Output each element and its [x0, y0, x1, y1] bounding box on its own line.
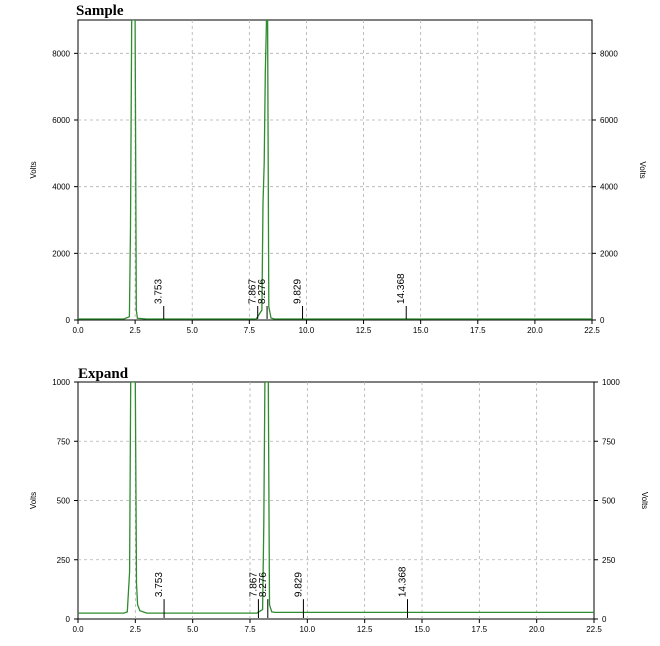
chart-1-x-tick-label: 22.5	[584, 326, 600, 335]
chart-2-y-tick-label-left: 500	[57, 497, 71, 506]
chart-1-x-tick-label: 2.5	[130, 326, 142, 335]
chart-1-trace-line	[78, 20, 592, 320]
chart-2-peak-label: 9.829	[293, 572, 304, 597]
chart-2-y-tick-label-right: 1000	[602, 378, 620, 387]
chart-1-y-tick-label-right: 6000	[600, 116, 618, 125]
chart-2-x-tick-label: 2.5	[130, 625, 142, 634]
chart-1-y-tick-label-left: 2000	[52, 249, 70, 258]
chart-1-title: Sample	[76, 3, 124, 19]
chart-2-y-tick-label-right: 0	[602, 615, 607, 624]
chart-2-peak-label: 3.753	[154, 572, 165, 597]
chart-2-y-tick-label-right: 500	[602, 497, 616, 506]
chart-1-peak-label: 7.867	[248, 279, 259, 304]
chart-1-peak-label: 9.829	[293, 279, 304, 304]
chart-2-y-tick-label-left: 250	[57, 556, 71, 565]
chart-1-x-tick-label: 0.0	[72, 326, 84, 335]
chart-1-x-tick-label: 12.5	[356, 326, 372, 335]
chart-2-y-axis-label-right: Volts	[640, 492, 649, 509]
chart-2-peak-label: 14.368	[398, 566, 409, 597]
chart-1-x-tick-label: 15.0	[413, 326, 429, 335]
chart-2-x-tick-label: 15.0	[414, 625, 430, 634]
chart-1-y-axis-label-right: Volts	[638, 161, 647, 178]
chart-2-y-axis-label-left: Volts	[29, 492, 38, 509]
chart-1-y-tick-label-left: 0	[66, 316, 71, 325]
chart-2-y-tick-label-left: 750	[57, 437, 71, 446]
chart-2-peak-label: 8.276	[258, 572, 269, 597]
chart-1-peak-label: 8.276	[257, 279, 268, 304]
chart-1-y-axis-label-left: Volts	[29, 161, 38, 178]
chart-2-peak-label: 7.867	[248, 572, 259, 597]
chart-2-x-tick-label: 7.5	[244, 625, 256, 634]
chart-2-x-tick-label: 0.0	[72, 625, 84, 634]
chart-1-peak-label: 14.368	[396, 273, 407, 304]
chart-1-x-tick-label: 7.5	[244, 326, 256, 335]
chart-2-x-tick-label: 22.5	[586, 625, 602, 634]
chart-2-y-tick-label-left: 0	[66, 615, 71, 624]
chart-1-y-tick-label-right: 4000	[600, 183, 618, 192]
chart-1-y-tick-label-left: 4000	[52, 183, 70, 192]
chart-1-x-tick-label: 20.0	[527, 326, 543, 335]
chart-1-frame	[77, 19, 593, 321]
chart-1-x-tick-label: 10.0	[299, 326, 315, 335]
chart-2-trace-line	[78, 382, 594, 614]
chart-2-plot: Expand 0.0 2.5 5.0 7.5 10.0 12.5 15.0 17.5 20.0 22…	[29, 366, 649, 634]
chart-2-x-tick-label: 5.0	[187, 625, 199, 634]
chart-2-x-tick-label: 17.5	[472, 625, 488, 634]
chart-1-y-tick-label-left: 8000	[52, 49, 70, 58]
chart-1-y-tick-label-right: 8000	[600, 49, 618, 58]
chart-1-y-tick-label-left: 6000	[52, 116, 70, 125]
chart-2-title: Expand	[78, 366, 129, 382]
chart-2-y-tick-label-left: 1000	[52, 378, 70, 387]
chart-1-y-tick-label-right: 0	[600, 316, 605, 325]
chart-2-y-tick-label-right: 250	[602, 556, 616, 565]
chart-1-x-tick-label: 5.0	[187, 326, 199, 335]
chart-2-y-tick-label-right: 750	[602, 437, 616, 446]
chart-1-plot: Sample 0.0 2.5 5.0 7.5 10.0 12.5 15.0 17.5 20.0 22…	[29, 3, 647, 335]
chart-2-x-tick-label: 20.0	[529, 625, 545, 634]
chart-1-y-tick-label-right: 2000	[600, 249, 618, 258]
chart-1-peak-label: 3.753	[154, 279, 165, 304]
chart-2-x-tick-label: 10.0	[300, 625, 316, 634]
chart-2-x-tick-label: 12.5	[357, 625, 373, 634]
chart-1-x-tick-label: 17.5	[470, 326, 486, 335]
